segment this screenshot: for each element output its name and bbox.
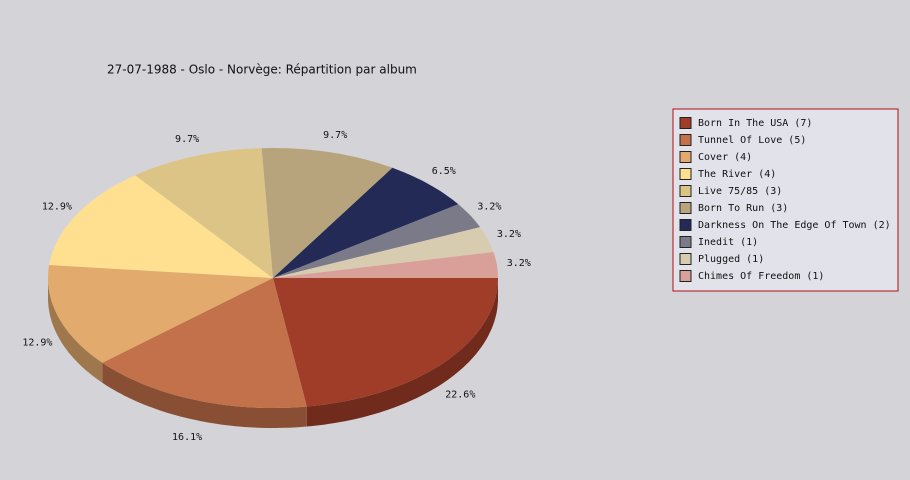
legend-label: Born In The USA (7) bbox=[698, 118, 812, 129]
value-label: 3.2% bbox=[507, 258, 531, 269]
value-label: 3.2% bbox=[497, 229, 521, 240]
value-label: 9.7% bbox=[323, 130, 347, 141]
slice bbox=[102, 278, 307, 408]
slice bbox=[273, 204, 481, 278]
legend-swatch bbox=[679, 185, 692, 197]
legend-label: Darkness On The Edge Of Town (2) bbox=[698, 220, 891, 231]
value-label: 12.9% bbox=[22, 337, 52, 348]
legend-label: Plugged (1) bbox=[698, 254, 764, 265]
legend-label: The River (4) bbox=[698, 169, 776, 180]
legend-label: Tunnel Of Love (5) bbox=[698, 135, 806, 146]
value-label: 16.1% bbox=[172, 432, 202, 443]
legend-label: Inedit (1) bbox=[698, 237, 758, 248]
slice bbox=[261, 148, 393, 278]
legend-swatch bbox=[679, 151, 692, 163]
slice bbox=[48, 265, 273, 363]
slice-side bbox=[306, 278, 498, 427]
chart-title: 27-07-1988 - Oslo - Norvège: Répartition… bbox=[107, 63, 417, 77]
slice-side bbox=[102, 362, 307, 428]
slice bbox=[135, 148, 273, 278]
slice bbox=[273, 252, 498, 278]
value-label: 3.2% bbox=[477, 202, 501, 213]
legend-swatch bbox=[679, 134, 692, 146]
slice bbox=[49, 175, 273, 278]
legend-swatch bbox=[679, 202, 692, 214]
slice-side bbox=[48, 278, 103, 383]
slice bbox=[273, 227, 494, 278]
legend-swatch bbox=[679, 219, 692, 231]
legend-swatch bbox=[679, 117, 692, 129]
legend-label: Live 75/85 (3) bbox=[698, 186, 782, 197]
legend-box bbox=[672, 108, 899, 292]
value-label: 9.7% bbox=[175, 134, 199, 145]
legend-swatch bbox=[679, 270, 692, 282]
value-label: 12.9% bbox=[42, 201, 72, 212]
slice bbox=[273, 278, 498, 407]
legend-label: Chimes Of Freedom (1) bbox=[698, 271, 824, 282]
legend-label: Cover (4) bbox=[698, 152, 752, 163]
legend-swatch bbox=[679, 168, 692, 180]
legend-swatch bbox=[679, 253, 692, 265]
legend-swatch bbox=[679, 236, 692, 248]
legend-label: Born To Run (3) bbox=[698, 203, 788, 214]
value-label: 22.6% bbox=[445, 390, 475, 401]
slice bbox=[273, 167, 459, 278]
value-label: 6.5% bbox=[432, 166, 456, 177]
